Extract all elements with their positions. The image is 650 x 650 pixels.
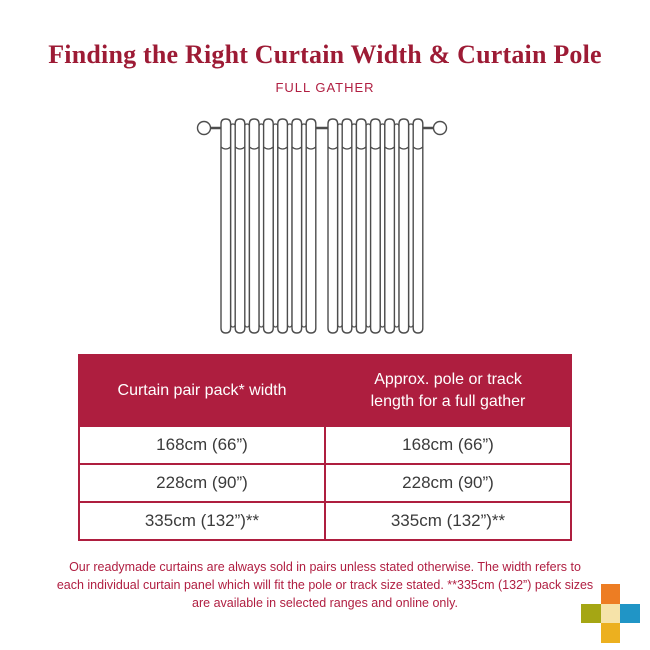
table-cell: 228cm (90”) [324,463,572,503]
logo-square-top [600,584,620,604]
size-table: Curtain pair pack* width Approx. pole or… [78,354,572,541]
table-row: 168cm (66”) 168cm (66”) [78,425,572,465]
logo-square-bottom [600,623,620,643]
footnote-text: Our readymade curtains are always sold i… [56,560,594,611]
table-row: 335cm (132”)** 335cm (132”)** [78,501,572,541]
brand-logo [581,584,640,643]
table-header-row: Curtain pair pack* width Approx. pole or… [78,354,572,427]
table-cell: 168cm (66”) [324,425,572,465]
table-header-pack-width: Curtain pair pack* width [78,354,326,427]
curtain-illustration [196,111,448,341]
table-cell: 168cm (66”) [78,425,326,465]
logo-square-left [581,603,601,623]
size-table-head: Curtain pair pack* width Approx. pole or… [78,354,572,427]
size-table-body: 168cm (66”) 168cm (66”) 228cm (90”) 228cm (… [78,425,572,541]
table-row: 228cm (90”) 228cm (90”) [78,463,572,503]
table-cell: 335cm (132”)** [78,501,326,541]
curtain-drawing [196,118,448,334]
table-cell: 335cm (132”)** [324,501,572,541]
table-cell: 228cm (90”) [78,463,326,503]
logo-square-center [600,603,620,623]
table-header-pole-length: Approx. pole or track length for a full … [324,354,572,427]
logo-square-right [620,603,640,623]
page-title: Finding the Right Curtain Width & Curtai… [48,40,602,69]
page-subtitle: FULL GATHER [275,80,375,95]
